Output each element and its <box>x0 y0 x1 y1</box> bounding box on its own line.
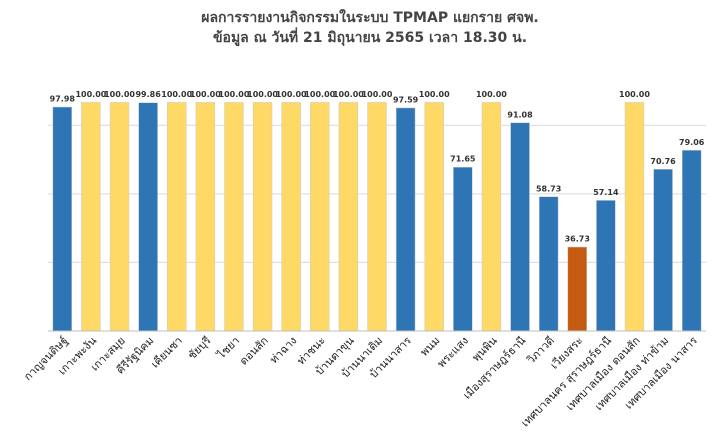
bar <box>310 102 330 332</box>
bar <box>224 102 244 332</box>
bar <box>682 150 702 332</box>
chart-title: ผลการรายงานกิจกรรมในระบบ TPMAP แยกราย ศจ… <box>201 8 539 26</box>
bar <box>338 102 359 332</box>
bar <box>81 102 101 332</box>
bar <box>510 122 530 332</box>
value-label: 71.65 <box>450 155 476 164</box>
value-label: 100.00 <box>276 90 307 99</box>
value-label: 100.00 <box>304 90 335 99</box>
bar <box>52 106 72 332</box>
value-label: 100.00 <box>75 90 106 99</box>
value-label: 100.00 <box>219 90 250 99</box>
value-label: 100.00 <box>247 90 278 99</box>
bar <box>167 102 187 332</box>
value-label: 57.14 <box>593 188 619 197</box>
value-label: 58.73 <box>536 184 561 193</box>
x-tick-label: พระแสง <box>435 334 471 370</box>
x-tick-label: พนม <box>418 334 443 359</box>
bar <box>596 200 616 332</box>
bar <box>109 102 130 332</box>
x-tick-label: เคียนซา <box>148 334 185 371</box>
bar <box>453 166 473 332</box>
bar <box>624 102 645 332</box>
bar <box>424 102 444 332</box>
chart-subtitle: ข้อมูล ณ วันที่ 21 มิถุนายน 2565 เวลา 18… <box>213 27 527 46</box>
value-label: 79.06 <box>679 138 705 147</box>
value-label: 91.08 <box>507 110 533 119</box>
bar <box>252 102 273 332</box>
x-tick-label: ชัยบุรี <box>185 334 213 362</box>
value-label: 100.00 <box>362 90 393 99</box>
value-label: 70.76 <box>650 157 676 166</box>
value-label: 100.00 <box>476 90 507 99</box>
value-label: 100.00 <box>161 90 192 99</box>
bar <box>567 246 587 332</box>
value-label: 100.00 <box>190 90 221 99</box>
x-tick-label: ท่าฉาง <box>267 334 299 366</box>
bar <box>653 169 673 332</box>
bar <box>367 102 387 332</box>
value-label: 100.00 <box>619 90 650 99</box>
bar <box>195 102 216 332</box>
bar <box>395 107 416 332</box>
value-label: 97.59 <box>393 95 419 104</box>
value-label: 97.98 <box>50 95 76 104</box>
value-label: 36.73 <box>565 235 590 244</box>
value-label: 99.86 <box>135 90 161 99</box>
x-tick-label: ดอนสัก <box>237 334 271 368</box>
value-label: 100.00 <box>419 90 450 99</box>
bar <box>481 102 502 332</box>
value-label: 100.00 <box>333 90 364 99</box>
bar <box>138 102 158 332</box>
bar <box>538 196 559 332</box>
bar <box>281 102 301 332</box>
value-label: 100.00 <box>104 90 135 99</box>
